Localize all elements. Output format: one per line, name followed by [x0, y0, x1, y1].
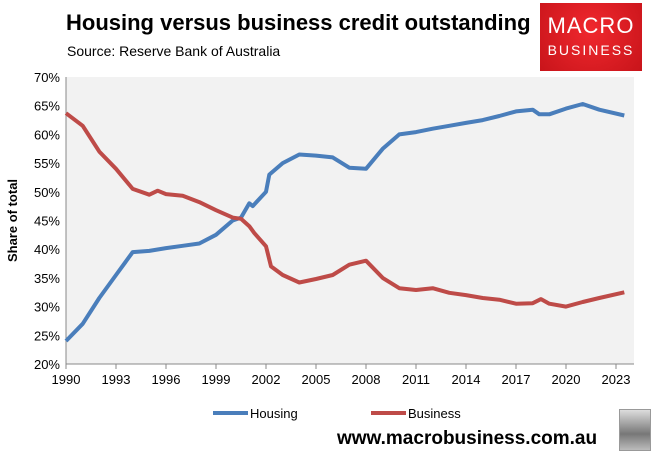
- x-tick-label: 2017: [502, 372, 531, 387]
- y-tick-label: 30%: [34, 300, 60, 315]
- y-tick-label: 45%: [34, 214, 60, 229]
- plot-area: [66, 77, 634, 364]
- wolf-logo: [619, 409, 651, 451]
- x-tick-label: 1999: [202, 372, 231, 387]
- y-tick-label: 65%: [34, 99, 60, 114]
- macrobusiness-logo: MACRO BUSINESS: [540, 3, 642, 71]
- y-tick-label: 20%: [34, 357, 60, 372]
- y-tick-label: 70%: [34, 70, 60, 85]
- chart-title: Housing versus business credit outstandi…: [66, 10, 531, 35]
- y-tick-label: 50%: [34, 185, 60, 200]
- x-tick-label: 1993: [102, 372, 131, 387]
- x-tick-label: 2011: [402, 372, 430, 387]
- y-tick-label: 35%: [34, 271, 60, 286]
- y-tick-label: 25%: [34, 328, 60, 343]
- series-line-housing: [64, 102, 625, 343]
- logo-line2: BUSINESS: [547, 42, 635, 58]
- x-tick-label: 1990: [52, 372, 81, 387]
- x-tick-label: 2002: [252, 372, 281, 387]
- y-tick-label: 60%: [34, 127, 60, 142]
- series-line-business: [64, 111, 625, 309]
- y-tick-label: 40%: [34, 242, 60, 257]
- x-tick-label: 2005: [302, 372, 331, 387]
- y-axis-label: Share of total: [5, 179, 20, 262]
- x-tick-label: 2020: [552, 372, 581, 387]
- x-tick-label: 1996: [152, 372, 181, 387]
- logo-line1: MACRO: [547, 13, 635, 38]
- website-url: www.macrobusiness.com.au: [337, 428, 598, 449]
- legend-label-housing: Housing: [250, 406, 298, 421]
- legend-label-business: Business: [408, 406, 461, 421]
- chart-source: Source: Reserve Bank of Australia: [67, 43, 281, 59]
- x-tick-label: 2023: [602, 372, 631, 387]
- y-tick-label: 55%: [34, 156, 60, 171]
- x-tick-label: 2014: [452, 372, 481, 387]
- x-tick-label: 2008: [352, 372, 381, 387]
